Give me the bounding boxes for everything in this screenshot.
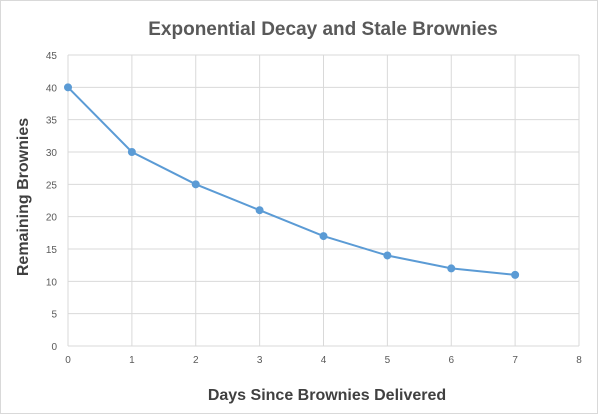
data-point-6: [447, 264, 456, 273]
grid-layer: [67, 54, 580, 347]
y-tick-label-3: 15: [46, 245, 58, 256]
y-axis-title: Remaining Brownies: [15, 118, 32, 276]
series-layer: [64, 83, 520, 279]
y-tick-label-4: 20: [46, 213, 58, 224]
y-tick-label-7: 35: [46, 116, 58, 127]
data-point-5: [383, 251, 392, 260]
x-tick-label-1: 1: [129, 355, 135, 366]
x-tick-label-5: 5: [385, 355, 391, 366]
x-tick-label-6: 6: [448, 355, 454, 366]
x-tick-label-8: 8: [576, 355, 582, 366]
x-tick-label-2: 2: [193, 355, 199, 366]
x-tick-label-4: 4: [321, 355, 327, 366]
y-tick-label-6: 30: [46, 148, 58, 159]
data-point-7: [511, 270, 520, 279]
data-point-2: [191, 180, 200, 189]
chart-title: Exponential Decay and Stale Brownies: [148, 19, 498, 40]
y-tick-label-2: 10: [46, 277, 58, 288]
y-tick-label-0: 0: [51, 342, 57, 353]
y-tick-label-9: 45: [46, 51, 58, 62]
x-axis-title: Days Since Brownies Delivered: [208, 387, 446, 404]
data-point-3: [255, 206, 264, 215]
data-point-0: [64, 83, 72, 92]
data-point-4: [319, 232, 328, 241]
y-tick-label-1: 5: [51, 310, 57, 321]
x-tick-label-0: 0: [65, 355, 71, 366]
data-point-1: [127, 148, 136, 156]
x-tick-label-3: 3: [257, 355, 263, 366]
y-tick-label-8: 40: [46, 83, 58, 94]
y-tick-label-5: 25: [46, 180, 58, 191]
x-tick-label-7: 7: [512, 355, 518, 366]
series-line-0: [67, 86, 516, 276]
